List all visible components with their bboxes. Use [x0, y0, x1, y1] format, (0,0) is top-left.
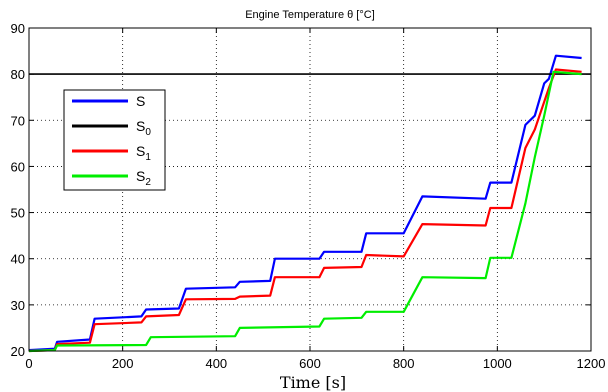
y-tick-label: 70: [11, 113, 25, 128]
x-tick-label: 800: [393, 356, 415, 371]
x-axis-label: Time [s]: [280, 373, 346, 392]
series-line-s2: [28, 70, 582, 353]
series-layer: [28, 54, 591, 353]
x-tick-label: 1200: [577, 356, 606, 371]
y-tick-label: 50: [11, 206, 25, 221]
legend-label: S: [136, 93, 145, 109]
x-tick-label: 1000: [483, 356, 512, 371]
y-tick-label: 80: [11, 67, 25, 82]
y-tick-label: 90: [11, 21, 25, 36]
series-line-s1: [28, 68, 582, 353]
y-tick-label: 20: [11, 344, 25, 359]
x-tick-label: 0: [25, 356, 32, 371]
y-tick-label: 30: [11, 298, 25, 313]
x-tick-label: 600: [299, 356, 321, 371]
y-tick-label: 40: [11, 252, 25, 267]
series-line-s: [28, 54, 582, 352]
x-tick-label: 400: [205, 356, 227, 371]
x-tick-label: 200: [112, 356, 134, 371]
legend-box: [63, 89, 166, 191]
y-tick-label: 60: [11, 159, 25, 174]
axis-ticks: 0 200 400 600 800 1000 1200 20 30 40 50 60 70 80 90: [11, 21, 606, 371]
chart-title: Engine Temperature θ [°C]: [245, 9, 375, 21]
